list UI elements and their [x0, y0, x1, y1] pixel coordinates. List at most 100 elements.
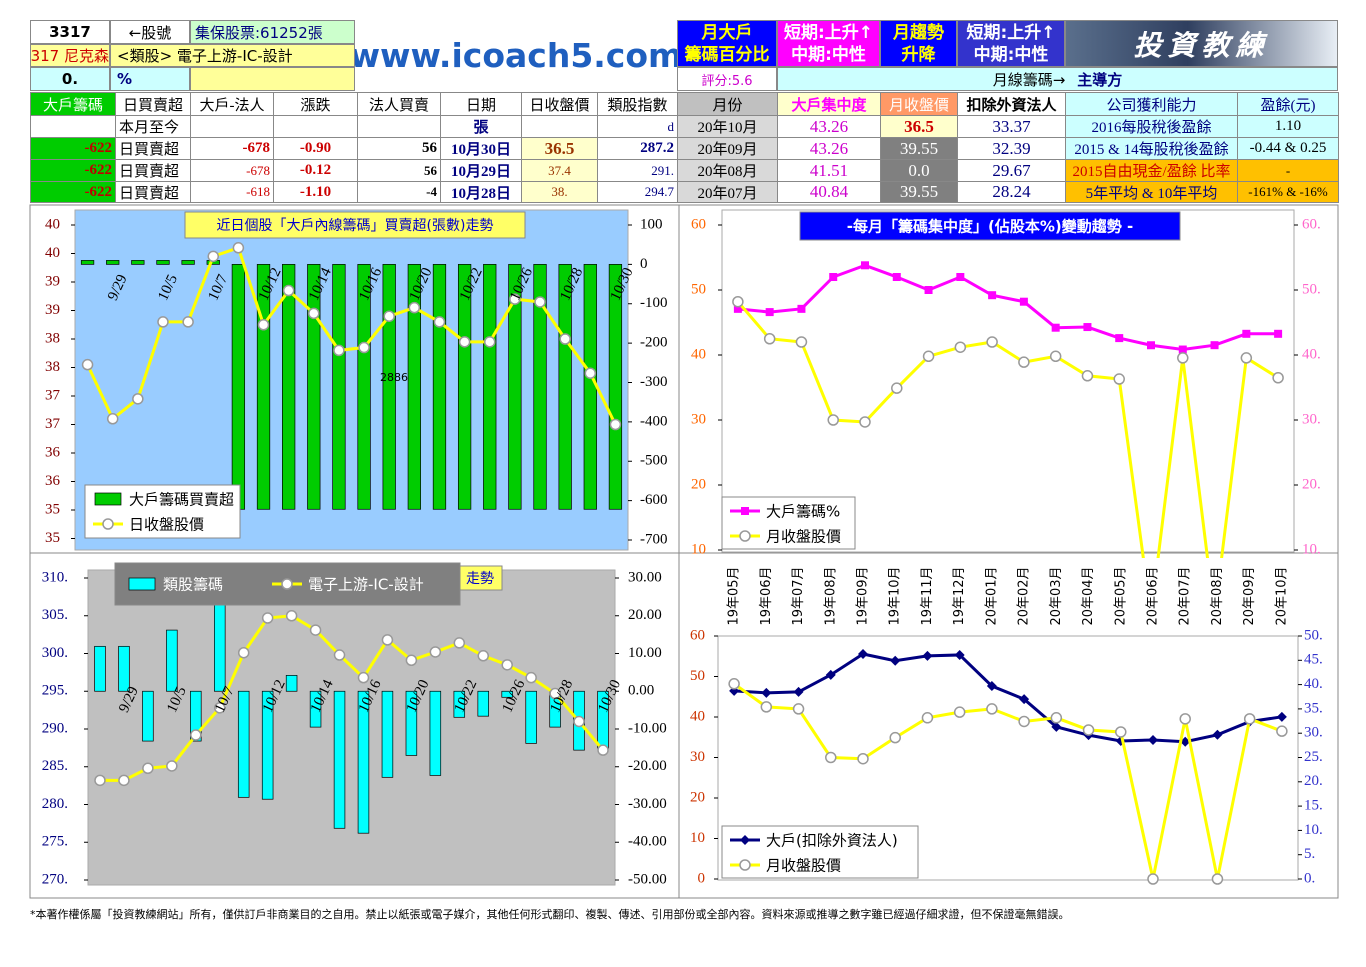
marker — [1147, 341, 1155, 350]
legend-label: 大戶籌碼% — [766, 503, 840, 521]
tick-label: 40. — [1302, 346, 1321, 362]
x-tick-label: 19年05月 — [727, 566, 742, 625]
marker — [1147, 873, 1159, 885]
tick-label: 10 — [690, 830, 705, 846]
marker — [142, 762, 154, 775]
table-cell: 張 — [440, 115, 522, 138]
bar — [106, 260, 120, 265]
table-cell: 10月29日 — [440, 159, 522, 182]
tick-label: 100 — [640, 216, 663, 232]
table-cell: 36.5 — [880, 115, 958, 138]
marker — [282, 284, 295, 297]
marker — [795, 336, 808, 348]
marker — [509, 293, 521, 305]
marker — [921, 712, 934, 724]
table-cell — [521, 115, 598, 138]
table-cell: 日買賣超 — [115, 181, 191, 203]
monthly: 月線籌碼→ 主導方 — [777, 67, 1338, 91]
table-cell: 日收盤價 — [521, 92, 598, 116]
x-tick-label: 20年02月 — [1017, 566, 1032, 625]
marker — [956, 273, 965, 281]
tick-label: 35. — [1304, 700, 1323, 716]
bar — [156, 260, 170, 265]
line — [736, 300, 1279, 558]
line — [737, 263, 1279, 352]
chart-title: -每月「籌碼集中度」(佔股本%)變動趨勢 - — [847, 218, 1133, 236]
tick-label: 275. — [42, 834, 68, 850]
marker — [1113, 373, 1125, 385]
marker — [261, 612, 274, 624]
tick-label: 30. — [1304, 725, 1323, 741]
bar — [508, 264, 522, 510]
marker — [1211, 873, 1224, 885]
legend-label: 月收盤股價 — [766, 857, 841, 875]
legend-label: 大戶(扣除外資法人) — [766, 832, 898, 850]
table-cell: 大戶-法人 — [190, 92, 274, 116]
table-cell: 大戶籌碼 — [30, 92, 116, 116]
tick-label: 10. — [1302, 541, 1321, 557]
table-cell: 日買賣超 — [115, 137, 191, 160]
marker — [922, 650, 933, 661]
tick-label: 0. — [1304, 870, 1315, 886]
x-tick-label: 10/26 — [507, 265, 536, 303]
marker — [383, 310, 395, 322]
bar — [525, 690, 537, 744]
marker — [1272, 372, 1284, 384]
bar — [332, 264, 346, 510]
marker — [458, 336, 471, 348]
marker — [1148, 735, 1158, 746]
marker — [954, 341, 967, 353]
site: www.icoach5.com — [355, 36, 677, 75]
tick-label: 40 — [691, 346, 706, 362]
tick-label: 10. — [1304, 822, 1323, 838]
table-cell: 公司獲利能力 — [1065, 92, 1238, 116]
tick-label: 20.00 — [628, 607, 662, 623]
bar — [477, 690, 489, 717]
shares: 集保股票:61252張 — [190, 20, 355, 44]
sector: <類股> 電子上游-IC-設計 — [110, 44, 355, 67]
marker — [1177, 352, 1189, 364]
tick-label: 60. — [1302, 216, 1321, 232]
plot-group — [732, 261, 1284, 620]
marker — [1244, 716, 1255, 727]
table-cell: -4 — [357, 181, 441, 203]
plot-area — [74, 209, 629, 551]
table-cell: 大戶集中度 — [777, 92, 881, 116]
marker — [118, 774, 130, 787]
x-tick-label: 10/28 — [547, 677, 576, 715]
marker — [559, 333, 571, 345]
tick-label: 36 — [45, 444, 61, 460]
table-cell: 43.26 — [777, 115, 881, 138]
table-cell: -0.44 & 0.25 — [1237, 137, 1339, 160]
x-tick-label: 10/5 — [164, 684, 190, 715]
table-cell: 56 — [357, 137, 441, 160]
table-cell: 0.0 — [880, 159, 958, 182]
bar — [282, 264, 296, 510]
marker — [763, 333, 776, 345]
tick-label: 10 — [691, 541, 706, 557]
marker — [237, 646, 250, 659]
tick-label: 300. — [42, 645, 68, 661]
x-tick-label: 20年05月 — [1113, 566, 1128, 625]
tick-label: 30. — [1302, 411, 1321, 427]
panel-frame — [29, 204, 1339, 899]
tick-label: 305. — [42, 607, 68, 623]
table-cell: 36.5 — [521, 137, 598, 160]
marker — [1146, 610, 1156, 620]
logo: 投資教練 — [1065, 20, 1338, 67]
bar — [558, 264, 572, 510]
score: 評分:5.6 — [677, 67, 777, 91]
bar — [181, 260, 195, 265]
blank-cell — [190, 67, 355, 91]
tick-label: 285. — [42, 758, 68, 774]
marker — [358, 341, 370, 354]
marker — [891, 382, 903, 394]
table-cell: 56 — [357, 159, 441, 182]
marker — [1115, 334, 1124, 343]
marker — [1212, 729, 1223, 740]
chart-title: 近日個股「大戶內線籌碼」買賣超(張數)走勢 — [217, 218, 494, 234]
legend-label: 電子上游-IC-設計 — [308, 576, 424, 594]
bar — [118, 645, 130, 692]
x-tick-label: 10/7 — [212, 684, 238, 715]
tick-label: -20.00 — [628, 758, 667, 774]
